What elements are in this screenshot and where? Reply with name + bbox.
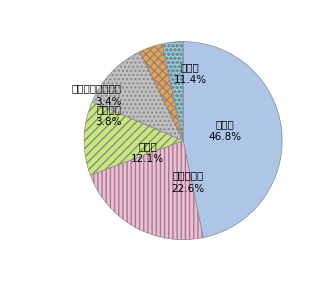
Text: スポーツ
3.8%: スポーツ 3.8% (95, 104, 122, 127)
Wedge shape (162, 42, 183, 141)
Text: ドキュメンタリー
3.4%: ドキュメンタリー 3.4% (72, 84, 122, 107)
Wedge shape (92, 52, 183, 141)
Text: ドラマ
12.1%: ドラマ 12.1% (131, 141, 164, 164)
Text: バラエティ
22.6%: バラエティ 22.6% (172, 170, 205, 194)
Wedge shape (84, 102, 183, 175)
Text: アニメ
46.8%: アニメ 46.8% (208, 119, 241, 142)
Text: その他
11.4%: その他 11.4% (174, 62, 207, 85)
Wedge shape (140, 44, 183, 141)
Wedge shape (183, 42, 282, 238)
Wedge shape (90, 141, 203, 240)
